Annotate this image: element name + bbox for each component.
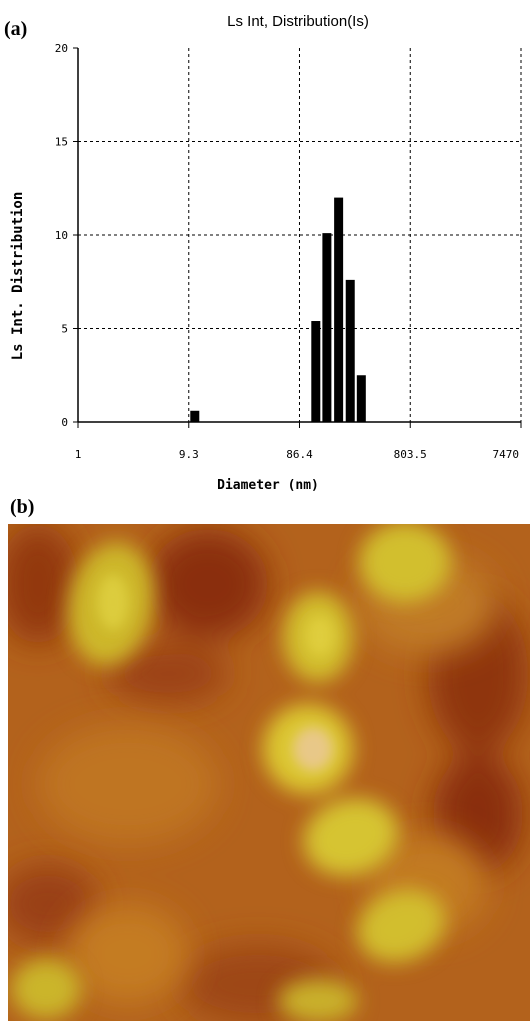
y-tick-label: 15	[55, 136, 68, 149]
y-tick-label: 0	[61, 416, 68, 429]
afm-dark-regions	[8, 524, 528, 1021]
x-axis-label: Diameter (nm)	[217, 478, 319, 493]
chart-bars	[190, 197, 366, 422]
x-tick-label: 86.4	[286, 448, 313, 461]
y-tick-label: 5	[61, 323, 68, 336]
afm-image-svg	[8, 524, 530, 1021]
x-tick-label: 7470	[493, 448, 520, 461]
histogram-bar	[334, 197, 344, 422]
y-axis-label: Ls Int. Distribution	[10, 192, 26, 361]
afm-particle-highlights	[97, 574, 334, 771]
afm-topography-image	[8, 524, 530, 1021]
histogram-bar	[356, 375, 366, 422]
histogram-bar	[345, 279, 355, 422]
chart-ticks: 0 5 10 15 20 1 9.3 86.4 803.5 7470	[55, 42, 522, 461]
histogram-bar	[190, 410, 200, 422]
y-tick-label: 10	[55, 229, 68, 242]
histogram-bar	[311, 321, 321, 422]
x-tick-label: 9.3	[179, 448, 199, 461]
histogram-bar	[322, 233, 332, 422]
panel-label-b: (b)	[10, 496, 35, 518]
x-tick-label: 803.5	[394, 448, 427, 461]
panel-label-a: (a)	[4, 18, 28, 40]
y-tick-label: 20	[55, 42, 68, 55]
chart-grid	[78, 48, 522, 422]
chart-svg: Ls Int, Distribution(Is) 0 5 10 15 20 1 9.3 86.…	[10, 13, 522, 493]
x-tick-label: 1	[75, 448, 82, 461]
size-distribution-chart: Ls Int, Distribution(Is) 0 5 10 15 20 1 9.3 86.…	[0, 0, 530, 500]
chart-title: Ls Int, Distribution(Is)	[227, 13, 369, 30]
